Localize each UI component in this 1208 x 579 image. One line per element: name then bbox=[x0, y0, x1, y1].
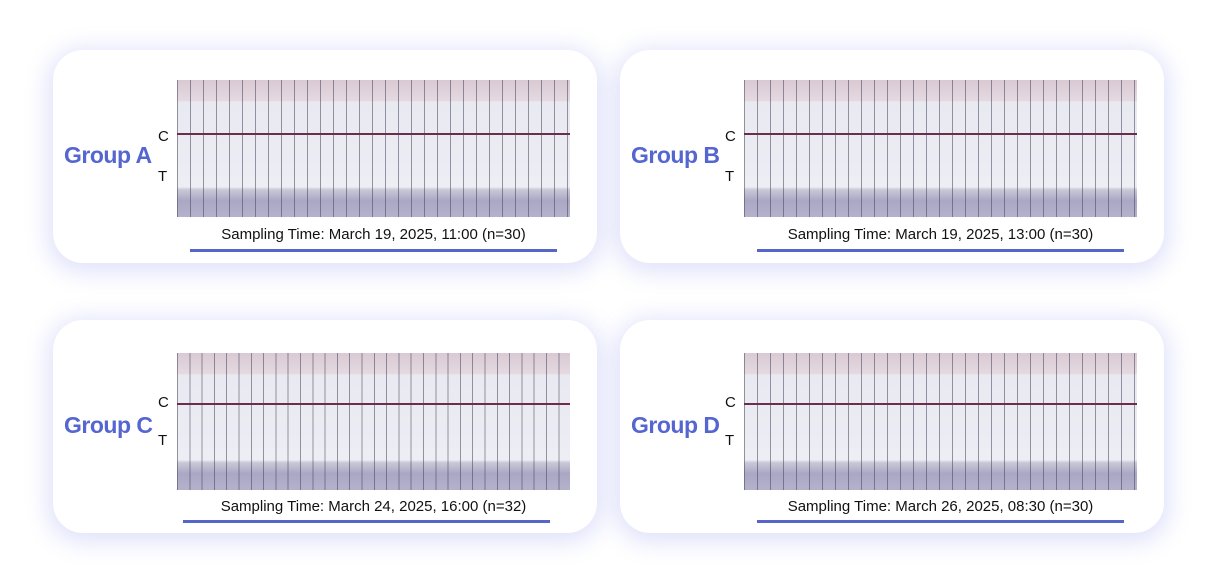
caption-underline bbox=[190, 249, 557, 252]
test-strips-photo bbox=[177, 353, 570, 490]
group-title: Group B bbox=[631, 142, 720, 168]
test-strips-photo bbox=[744, 353, 1137, 490]
control-line-label: C bbox=[158, 394, 169, 411]
caption-underline bbox=[757, 249, 1124, 252]
test-strips-photo bbox=[744, 80, 1137, 217]
sampling-caption: Sampling Time: March 19, 2025, 11:00 (n=… bbox=[221, 226, 526, 243]
test-line-label: T bbox=[725, 168, 735, 185]
sampling-caption: Sampling Time: March 19, 2025, 13:00 (n=… bbox=[787, 226, 1094, 243]
group-title: Group D bbox=[631, 412, 720, 438]
control-line-label: C bbox=[158, 128, 169, 145]
control-line-label: C bbox=[725, 128, 736, 145]
test-line-label: T bbox=[725, 432, 735, 449]
test-line-label: T bbox=[158, 168, 168, 185]
caption-underline bbox=[757, 520, 1124, 523]
group-card-a: Group A C T Sampling Time: March 19, 202… bbox=[53, 50, 597, 263]
group-card-b: Group B C T Sampling Time: March 19, 202… bbox=[620, 50, 1164, 263]
test-line-label: T bbox=[158, 432, 168, 449]
sampling-caption: Sampling Time: March 26, 2025, 08:30 (n=… bbox=[787, 498, 1094, 515]
group-title: Group A bbox=[64, 142, 152, 168]
group-card-c: Group C C T Sampling Time: March 24, 202… bbox=[53, 320, 597, 533]
group-card-d: Group D C T Sampling Time: March 26, 202… bbox=[620, 320, 1164, 533]
sampling-caption: Sampling Time: March 24, 2025, 16:00 (n=… bbox=[220, 498, 527, 515]
caption-underline bbox=[183, 520, 550, 523]
test-strips-photo bbox=[177, 80, 570, 217]
group-title: Group C bbox=[64, 412, 153, 438]
control-line-label: C bbox=[725, 394, 736, 411]
